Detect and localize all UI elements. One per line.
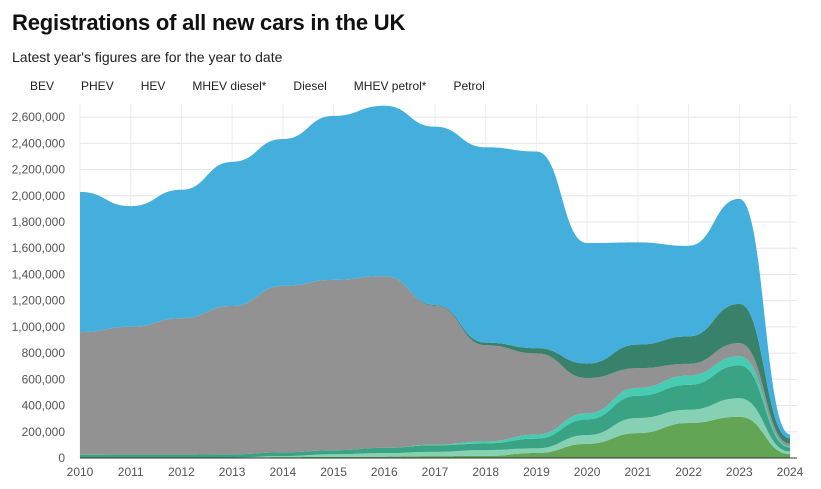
x-tick-label: 2013 — [219, 465, 246, 479]
x-tick-label: 2020 — [574, 465, 601, 479]
legend-entry-bev[interactable]: BEV — [30, 79, 55, 93]
x-tick-label: 2014 — [270, 465, 297, 479]
y-tick-label: 2,200,000 — [12, 163, 66, 177]
chart-subtitle: Latest year's figures are for the year t… — [12, 49, 283, 65]
x-tick-label: 2016 — [371, 465, 398, 479]
y-tick-label: 400,000 — [22, 399, 66, 413]
y-tick-label: 2,000,000 — [12, 189, 66, 203]
legend-entry-hev[interactable]: HEV — [140, 79, 166, 93]
y-tick-label: 0 — [58, 451, 65, 465]
y-tick-label: 1,000,000 — [12, 320, 66, 334]
y-tick-label: 1,800,000 — [12, 215, 66, 229]
y-tick-label: 200,000 — [22, 425, 66, 439]
legend-entry-petrol[interactable]: Petrol — [453, 79, 485, 93]
y-tick-label: 1,400,000 — [12, 267, 66, 281]
area-phev[interactable] — [80, 398, 790, 458]
x-tick-label: 2018 — [472, 465, 499, 479]
area-petrol[interactable] — [80, 105, 790, 439]
y-tick-label: 1,600,000 — [12, 241, 66, 255]
x-tick-label: 2023 — [726, 465, 753, 479]
legend-entry-mhev-diesel[interactable]: MHEV diesel* — [192, 79, 267, 93]
x-tick-label: 2019 — [523, 465, 550, 479]
x-tick-label: 2011 — [118, 465, 144, 479]
area-bev[interactable] — [80, 416, 790, 458]
y-tick-label: 1,200,000 — [12, 294, 66, 308]
x-tick-label: 2015 — [320, 465, 347, 479]
y-tick-label: 2,600,000 — [12, 110, 66, 124]
chart-title: Registrations of all new cars in the UK — [12, 10, 406, 35]
y-tick-label: 2,400,000 — [12, 136, 66, 150]
legend-entry-phev[interactable]: PHEV — [81, 79, 114, 93]
x-tick-label: 2017 — [422, 465, 449, 479]
x-tick-label: 2022 — [675, 465, 702, 479]
x-tick-label: 2024 — [777, 465, 804, 479]
area-mhev-diesel[interactable] — [80, 356, 790, 455]
area-hev[interactable] — [80, 365, 790, 458]
legend-entry-mhev-petrol[interactable]: MHEV petrol* — [353, 79, 427, 93]
y-tick-label: 600,000 — [22, 372, 66, 386]
area-diesel[interactable] — [80, 276, 790, 455]
area-mhev-petrol[interactable] — [80, 276, 790, 444]
areas — [80, 105, 790, 458]
x-tick-label: 2021 — [625, 465, 652, 479]
legend: BEV PHEV HEV MHEV diesel* Diesel MHEV pe… — [30, 79, 512, 93]
y-tick-label: 800,000 — [22, 346, 66, 360]
x-tick-label: 2010 — [67, 465, 94, 479]
x-tick-label: 2012 — [168, 465, 195, 479]
legend-entry-diesel[interactable]: Diesel — [293, 79, 327, 93]
